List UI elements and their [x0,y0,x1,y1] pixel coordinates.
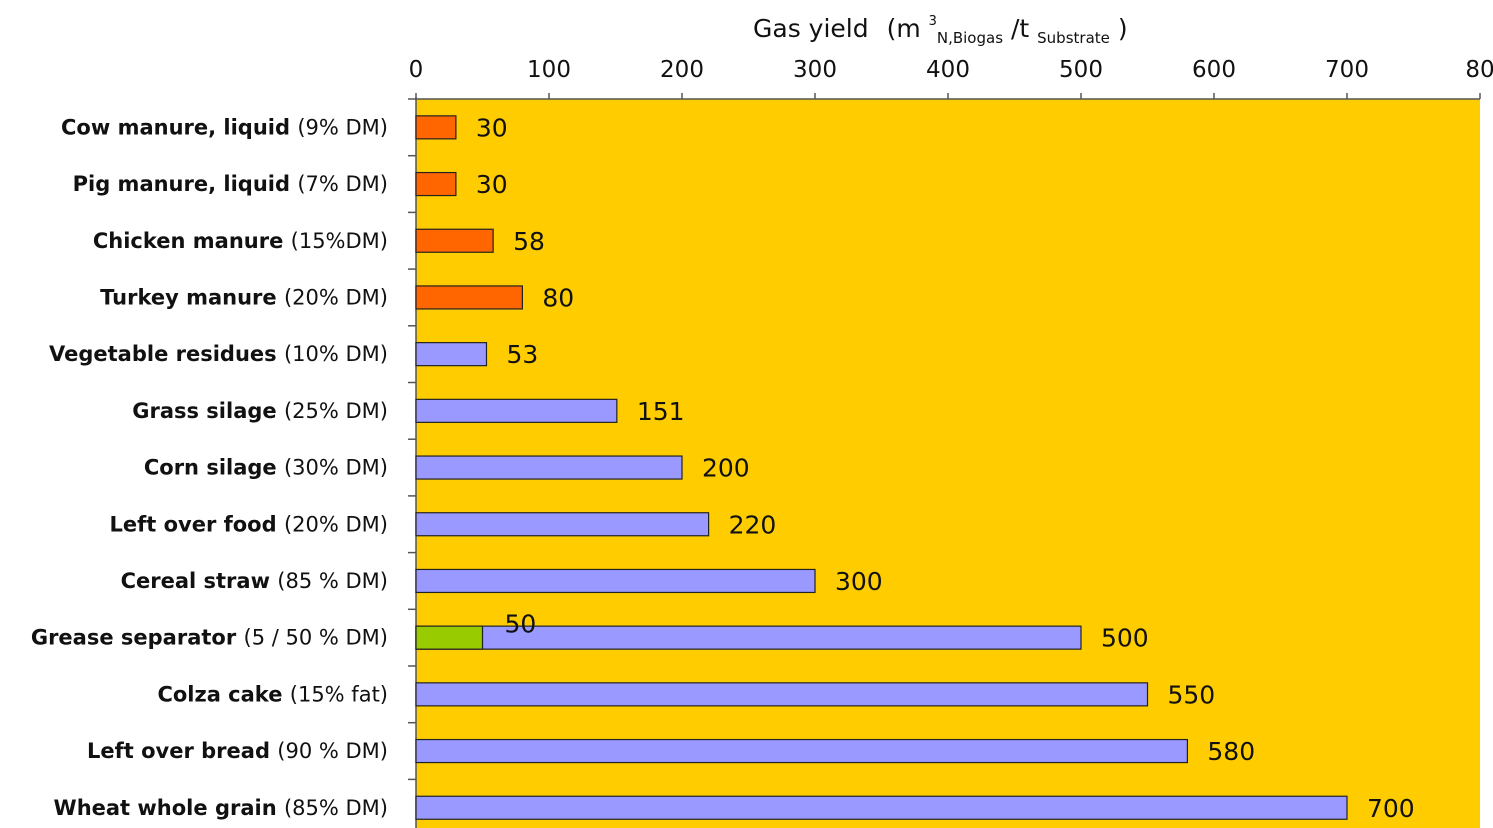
value-label: 30 [476,113,508,142]
bar [415,398,618,423]
bar [415,682,1149,707]
x-tick-label: 80 [1465,57,1493,83]
y-axis-ticks [408,98,416,781]
category-labels-group: Cow manure, liquid (9% DM) Pig manure, li… [31,115,388,819]
bar [415,228,494,253]
bar [415,795,1348,820]
value-label: 200 [702,454,750,483]
category-label: Corn silage (30% DM) [144,456,388,480]
bar [415,512,710,537]
value-label: 151 [637,397,685,426]
x-axis-title: Gas yield (m 3 N,Biogas /t Substrate ) [753,2,1128,49]
category-label: Left over bread (90 % DM) [87,739,388,763]
x-tick-labels-group: 0 100 200 300 400 500 600 700 80 [409,57,1493,83]
x-tick-label: 100 [527,57,571,83]
x-tick-label: 400 [926,57,970,83]
x-axis-title-close: ) [1118,14,1128,43]
bar [415,455,683,480]
category-label: Wheat whole grain (85% DM) [54,796,388,820]
bar [415,738,1189,764]
x-tick-label: 500 [1059,57,1103,83]
x-axis-ticks [415,93,1481,99]
x-tick-label: 200 [660,57,704,83]
value-label: 53 [506,340,538,369]
bar [415,568,816,594]
value-label: 500 [1101,624,1149,653]
x-tick-label: 300 [793,57,837,83]
x-axis-title-sup: 3 [929,14,937,29]
x-tick-label: 600 [1192,57,1236,83]
x-tick-label: 0 [409,57,424,83]
value-label: 58 [513,227,545,256]
category-label: Chicken manure (15%DM) [93,229,388,253]
value-label: 580 [1207,737,1255,766]
category-label: Vegetable residues (10% DM) [49,342,388,366]
bar [415,342,488,367]
category-label: Grass silage (25% DM) [132,399,388,423]
value-label: 700 [1367,794,1415,823]
category-label: Cow manure, liquid (9% DM) [61,115,388,139]
x-axis-title-slash: /t [1011,14,1029,43]
x-axis-title-open: (m [887,14,921,43]
category-label: Turkey manure (20% DM) [100,285,388,309]
bar [415,285,524,310]
value-label: 300 [835,567,883,596]
x-tick-label: 700 [1325,57,1369,83]
inner-value-label: 50 [505,610,537,639]
category-label: Grease separator (5 / 50 % DM) [31,626,388,650]
category-label: Colza cake (15% fat) [157,682,388,706]
bars-group [415,115,1348,820]
value-label: 80 [542,283,574,312]
x-axis-title-sub2: Substrate [1037,29,1110,47]
x-axis-title-sub1: N,Biogas [937,29,1003,47]
value-label: 30 [476,170,508,199]
category-label: Left over food (20% DM) [109,512,388,536]
category-label: Cereal straw (85 % DM) [121,569,388,593]
category-label: Pig manure, liquid (7% DM) [73,172,388,196]
value-label: 220 [729,510,777,539]
bar [415,171,457,197]
bar [415,115,457,140]
bar-inner-segment [415,625,484,650]
value-label: 550 [1168,680,1216,709]
x-axis-title-main: Gas yield [753,14,869,43]
